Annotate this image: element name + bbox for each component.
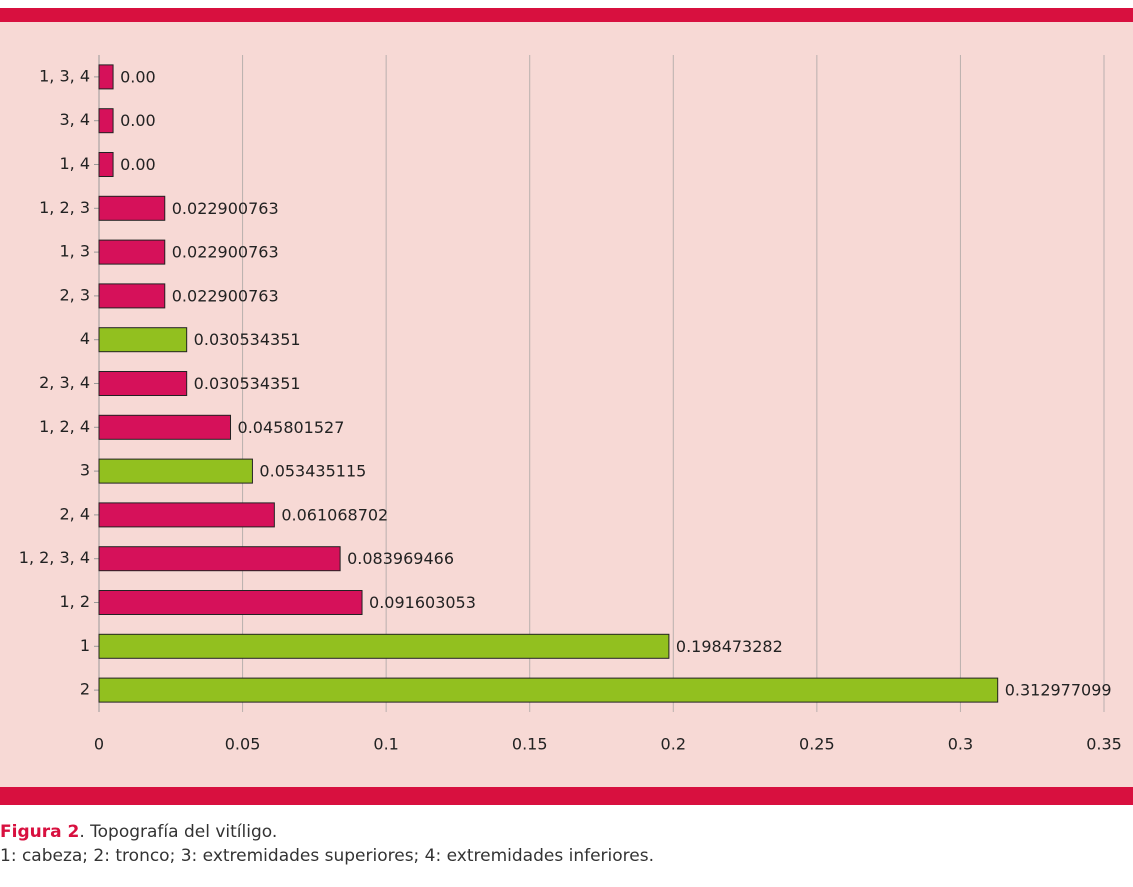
separator-band bbox=[0, 787, 1133, 805]
y-tick-label: 2, 4 bbox=[59, 504, 90, 523]
y-tick-label: 2, 3 bbox=[59, 285, 90, 304]
bar bbox=[98, 195, 166, 221]
bar bbox=[98, 64, 114, 90]
y-tick-label: 2 bbox=[80, 680, 90, 699]
chart: 0 0.05 0.1 0.15 0.2 0.25 0.3 0.35 1, 3, 4 0.00 3, … bbox=[19, 55, 1122, 754]
x-tick-label: 0.25 bbox=[799, 735, 835, 754]
value-label: 0.198473282 bbox=[676, 637, 783, 656]
bar bbox=[98, 152, 114, 177]
y-tick-label: 1, 3, 4 bbox=[39, 66, 90, 85]
bar bbox=[98, 239, 166, 265]
value-label: 0.045801527 bbox=[238, 418, 345, 437]
bar bbox=[98, 371, 188, 396]
bar bbox=[98, 546, 341, 572]
value-label: 0.022900763 bbox=[172, 243, 279, 262]
x-tick-label: 0.05 bbox=[225, 735, 261, 754]
value-label: 0.022900763 bbox=[172, 286, 279, 305]
x-tick-label: 0.2 bbox=[661, 735, 686, 754]
value-label: 0.312977099 bbox=[1005, 681, 1112, 700]
caption: Figura 2. Topografía del vitíligo. 1: ca… bbox=[0, 820, 654, 868]
figure-title: . Topografía del vitíligo. bbox=[79, 822, 278, 842]
x-tick-label: 0 bbox=[94, 735, 104, 754]
y-tick-label: 2, 3, 4 bbox=[39, 373, 90, 392]
x-tick-label: 0.1 bbox=[373, 735, 398, 754]
y-tick-label: 1, 2, 3 bbox=[39, 198, 90, 217]
value-label: 0.00 bbox=[120, 111, 156, 130]
bar bbox=[98, 327, 188, 353]
y-tick-label: 3 bbox=[80, 461, 90, 480]
value-label: 0.030534351 bbox=[194, 330, 301, 349]
value-label: 0.030534351 bbox=[194, 374, 301, 393]
value-label: 0.083969466 bbox=[347, 549, 454, 568]
value-label: 0.091603053 bbox=[369, 593, 476, 612]
value-label: 0.022900763 bbox=[172, 199, 279, 218]
bar bbox=[98, 108, 114, 134]
value-label: 0.00 bbox=[120, 155, 156, 174]
chart-panel bbox=[0, 22, 1133, 787]
x-tick-label: 0.15 bbox=[512, 735, 548, 754]
top-band bbox=[0, 8, 1133, 22]
y-tick-label: 1, 2, 3, 4 bbox=[19, 548, 90, 567]
bar bbox=[98, 458, 253, 484]
y-tick-label: 1, 2 bbox=[59, 592, 90, 611]
bar bbox=[98, 590, 363, 615]
bar bbox=[98, 633, 670, 659]
y-tick-label: 1, 3 bbox=[59, 242, 90, 261]
y-tick-label: 1, 2, 4 bbox=[39, 417, 90, 436]
x-tick-label: 0.3 bbox=[948, 735, 973, 754]
bar bbox=[98, 414, 232, 440]
bar bbox=[98, 283, 166, 309]
y-tick-label: 1, 4 bbox=[59, 154, 90, 173]
y-tick-label: 1 bbox=[80, 636, 90, 655]
value-label: 0.061068702 bbox=[281, 505, 388, 524]
y-tick-label: 3, 4 bbox=[59, 110, 90, 129]
bar bbox=[98, 677, 999, 703]
x-tick-label: 0.35 bbox=[1086, 735, 1122, 754]
y-tick-label: 4 bbox=[80, 329, 90, 348]
caption-line: Figura 2. Topografía del vitíligo. bbox=[0, 820, 654, 844]
value-label: 0.00 bbox=[120, 67, 156, 86]
value-label: 0.053435115 bbox=[259, 462, 366, 481]
bar bbox=[98, 502, 275, 528]
caption-legend: 1: cabeza; 2: tronco; 3: extremidades su… bbox=[0, 846, 654, 866]
figure-label: Figura 2 bbox=[0, 822, 80, 842]
